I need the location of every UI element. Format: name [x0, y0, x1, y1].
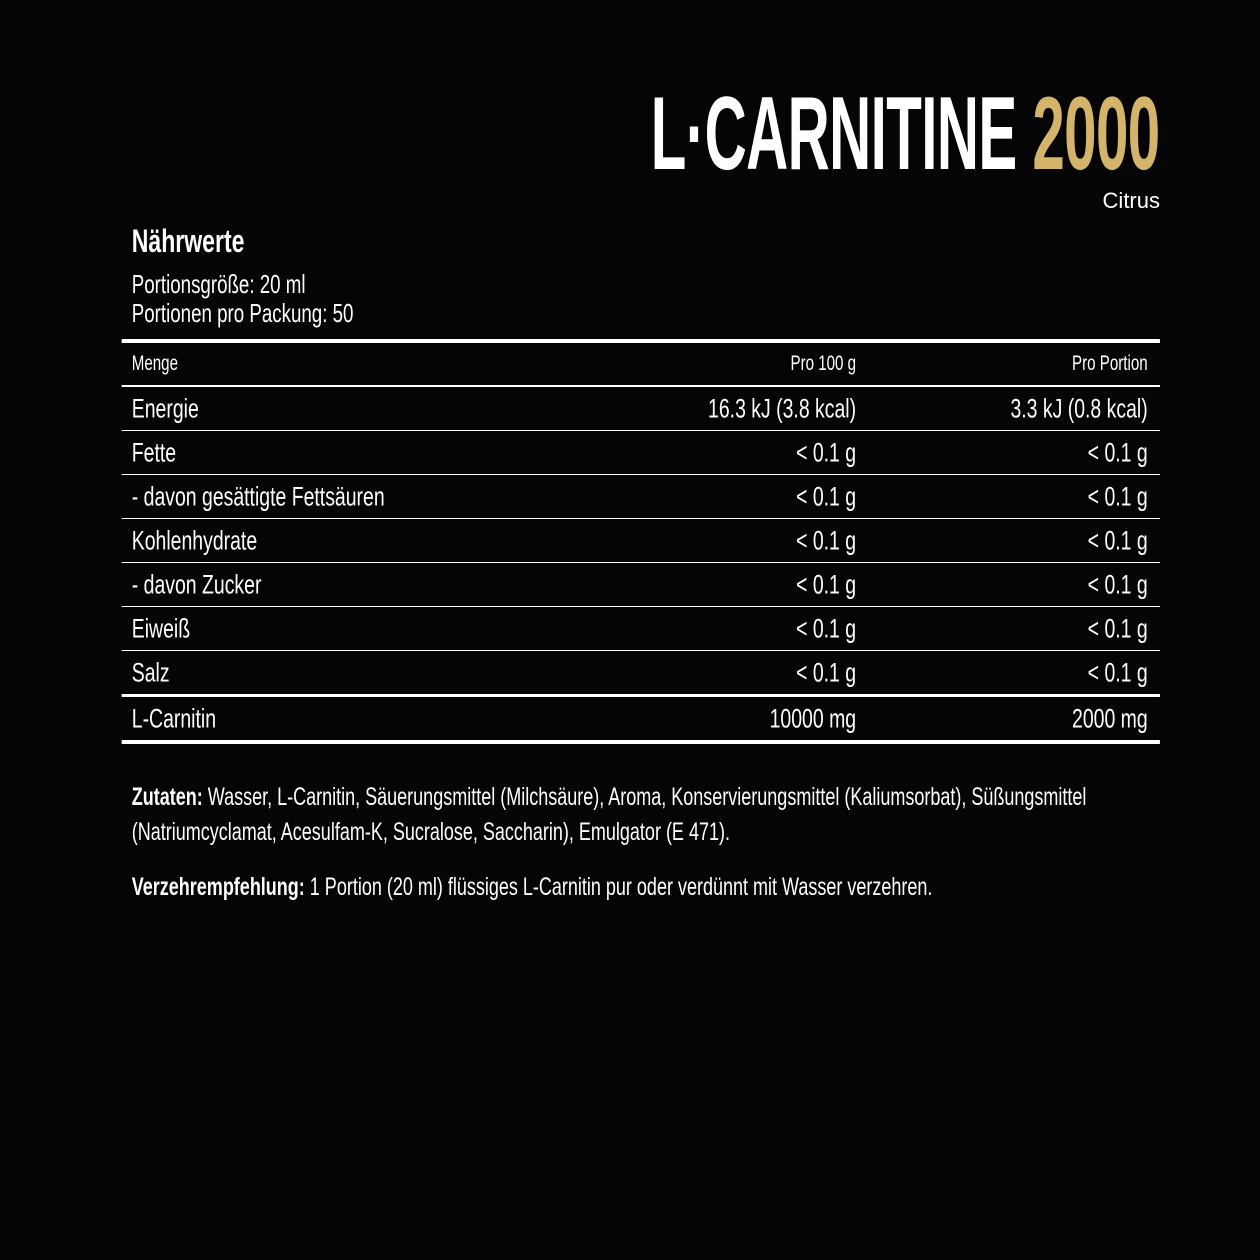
- product-dosage: 2000: [1032, 76, 1161, 192]
- table-row: Kohlenhydrate < 0.1 g < 0.1 g: [121, 519, 1160, 563]
- nutrient-name: Eiweiß: [131, 613, 191, 643]
- ingredients-label: Zutaten:: [131, 783, 203, 811]
- table-row: Energie 16.3 kJ (3.8 kcal) 3.3 kJ (0.8 kca…: [121, 387, 1160, 431]
- label-texts: Zutaten: Wasser, L-Carnitin, Säuerungsmi…: [132, 780, 1169, 925]
- nutrient-name: Energie: [131, 393, 199, 423]
- value-per-portion: 3.3 kJ (0.8 kcal): [1010, 393, 1148, 423]
- table-header: Menge Pro 100 g Pro Portion: [121, 339, 1160, 387]
- column-header: Menge: [131, 352, 178, 375]
- value-per-portion: < 0.1 g: [1087, 437, 1148, 467]
- usage-label: Verzehrempfehlung:: [131, 873, 305, 901]
- table-row: Salz < 0.1 g < 0.1 g: [121, 651, 1160, 695]
- usage-recommendation: Verzehrempfehlung: 1 Portion (20 ml) flü…: [132, 870, 1169, 905]
- value-per-100g: < 0.1 g: [796, 437, 857, 467]
- ingredients-text: Wasser, L-Carnitin, Säuerungsmittel (Mil…: [131, 783, 1087, 846]
- value-per-100g: < 0.1 g: [796, 481, 857, 511]
- table-row: Fette < 0.1 g < 0.1 g: [121, 431, 1160, 475]
- value-per-portion: < 0.1 g: [1087, 569, 1148, 599]
- servings-per-pack: Portionen pro Packung: 50: [131, 298, 354, 328]
- nutrient-name: L-Carnitin: [131, 703, 217, 733]
- table-row: - davon gesättigte Fettsäuren < 0.1 g < 0.…: [121, 475, 1160, 519]
- value-per-100g: < 0.1 g: [796, 657, 857, 687]
- nutrient-name: Salz: [131, 657, 170, 687]
- product-name: L·CARNITINE: [651, 76, 1018, 192]
- nutrient-name: Fette: [131, 437, 177, 467]
- value-per-100g: 10000 mg: [769, 703, 857, 733]
- product-title: L·CARNITINE 2000: [651, 82, 1160, 186]
- table-row: - davon Zucker < 0.1 g < 0.1 g: [121, 563, 1160, 607]
- value-per-100g: < 0.1 g: [796, 525, 857, 555]
- value-per-100g: < 0.1 g: [796, 613, 857, 643]
- value-per-portion: < 0.1 g: [1087, 657, 1148, 687]
- column-header: Pro 100 g: [790, 352, 857, 375]
- nutrition-table: Menge Pro 100 g Pro Portion Energie 16.3 …: [121, 339, 1160, 744]
- table-row: Eiweiß < 0.1 g < 0.1 g: [121, 607, 1160, 651]
- value-per-portion: < 0.1 g: [1087, 613, 1148, 643]
- table-row: L-Carnitin 10000 mg 2000 mg: [121, 695, 1160, 744]
- usage-text: 1 Portion (20 ml) flüssiges L-Carnitin p…: [304, 873, 933, 901]
- value-per-100g: < 0.1 g: [796, 569, 857, 599]
- value-per-100g: 16.3 kJ (3.8 kcal): [708, 393, 857, 423]
- value-per-portion: < 0.1 g: [1087, 481, 1148, 511]
- value-per-portion: 2000 mg: [1072, 703, 1148, 733]
- product-flavor: Citrus: [1102, 188, 1160, 213]
- ingredients: Zutaten: Wasser, L-Carnitin, Säuerungsmi…: [132, 780, 1169, 850]
- serving-size: Portionsgröße: 20 ml: [131, 269, 306, 299]
- nutrient-name: Kohlenhydrate: [131, 525, 258, 555]
- nutrient-name: - davon gesättigte Fettsäuren: [131, 481, 385, 511]
- nutrient-name: - davon Zucker: [131, 569, 262, 599]
- serving-info: Portionsgröße: 20 ml Portionen pro Packu…: [132, 270, 354, 328]
- nutrition-heading: Nährwerte: [131, 223, 245, 259]
- value-per-portion: < 0.1 g: [1087, 525, 1148, 555]
- column-header: Pro Portion: [1072, 352, 1148, 375]
